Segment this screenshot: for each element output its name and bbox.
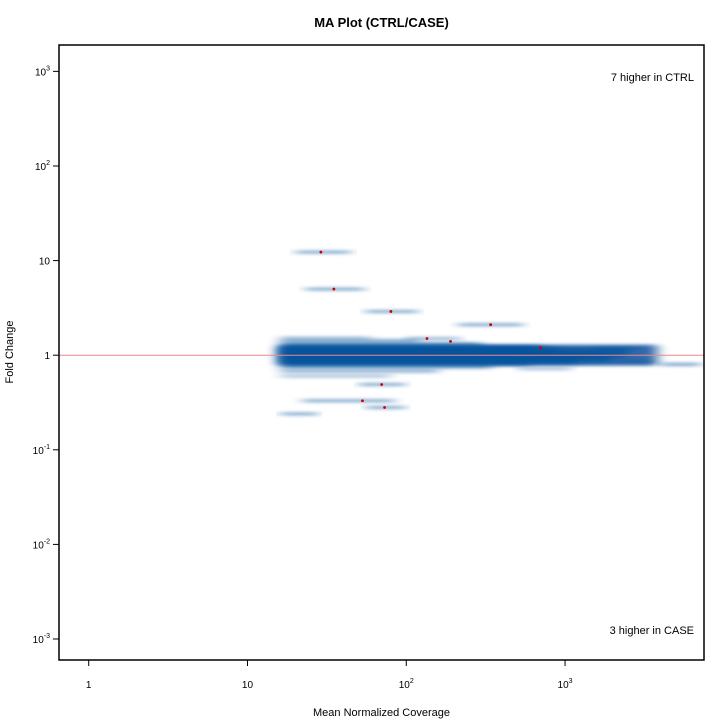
density-band [279,364,493,369]
tick-label: 102 [399,678,414,691]
density-layer [279,250,702,416]
tick-label: 102 [35,160,50,173]
tick-label: 10-2 [33,538,50,551]
y-axis: 10-3 10-2 10-1 1 10 102 103 [33,65,59,646]
data-point [539,346,542,350]
tick-label: 10 [242,680,254,691]
density-band [612,359,652,363]
tick-label: 1 [44,351,50,362]
density-band [301,399,396,403]
data-point [319,250,323,254]
tick-label: 103 [35,65,50,78]
x-axis: 1 10 102 103 [86,660,573,691]
data-point [389,310,393,313]
density-band [279,338,419,343]
tick-label: 10 [39,257,51,268]
density-band [406,337,461,341]
lower-annotation: 3 higher in CASE [610,625,694,637]
chart-title: MA Plot (CTRL/CASE) [314,15,449,30]
tick-label: 103 [558,678,573,691]
data-point [449,339,452,343]
upper-annotation: 7 higher in CTRL [611,72,694,84]
tick-label: 1 [86,680,92,691]
density-band [279,342,483,347]
density-band [295,250,352,254]
tick-label: 10-3 [33,633,50,646]
data-point [380,383,384,386]
density-band [279,374,391,378]
tick-label: 10-1 [33,444,50,457]
y-axis-label: Fold Change [4,321,16,384]
data-point [332,287,336,291]
data-point [489,323,493,327]
density-band [660,362,702,366]
plot-frame [58,44,705,661]
density-band [279,336,372,340]
data-point [361,399,364,403]
points-layer [319,250,542,409]
data-point [383,406,386,409]
density-band [517,367,572,371]
x-axis-label: Mean Normalized Coverage [313,707,450,719]
data-point [425,337,429,340]
density-band [279,369,439,373]
density-band [279,412,319,416]
density-band [593,347,641,351]
